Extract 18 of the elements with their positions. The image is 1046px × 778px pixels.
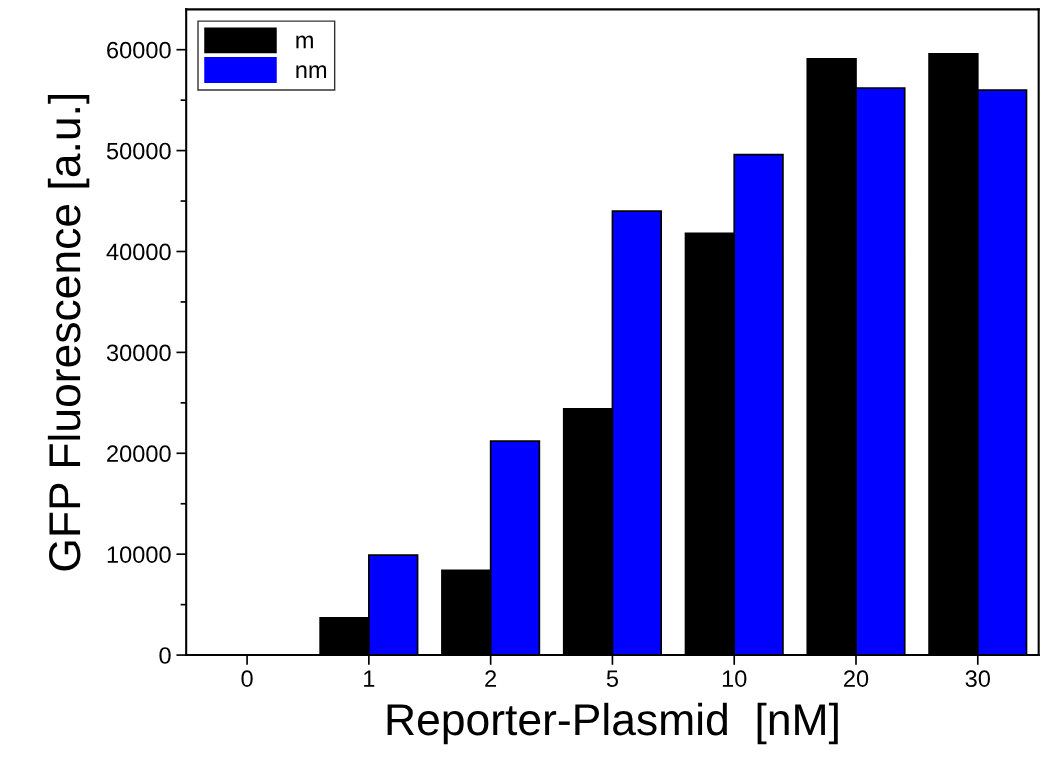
x-tick-label: 10	[722, 670, 747, 687]
x-tick-label: 2	[485, 670, 497, 687]
legend-label: nm	[296, 65, 327, 78]
y-tick-label: 0	[159, 647, 171, 664]
y-tick-label: 20000	[107, 445, 171, 463]
y-tick-label: 30000	[106, 344, 171, 362]
y-axis-title: GFP Fluorescence [a.u.]	[47, 94, 90, 571]
y-tick-label: 50000	[106, 142, 171, 160]
x-tick-label: 30	[965, 670, 990, 687]
y-tick-label: 40000	[106, 243, 171, 261]
x-tick-label: 1	[364, 670, 375, 687]
y-tick-label: 60000	[107, 41, 171, 59]
legend-label: m	[296, 35, 313, 49]
x-axis-title: Reporter-Plasmid [nM]	[387, 702, 838, 745]
x-tick-label: 0	[241, 670, 253, 687]
y-tick-label: 10000	[107, 546, 171, 563]
x-tick-label: 20	[844, 670, 869, 687]
x-tick-label: 5	[606, 670, 619, 687]
